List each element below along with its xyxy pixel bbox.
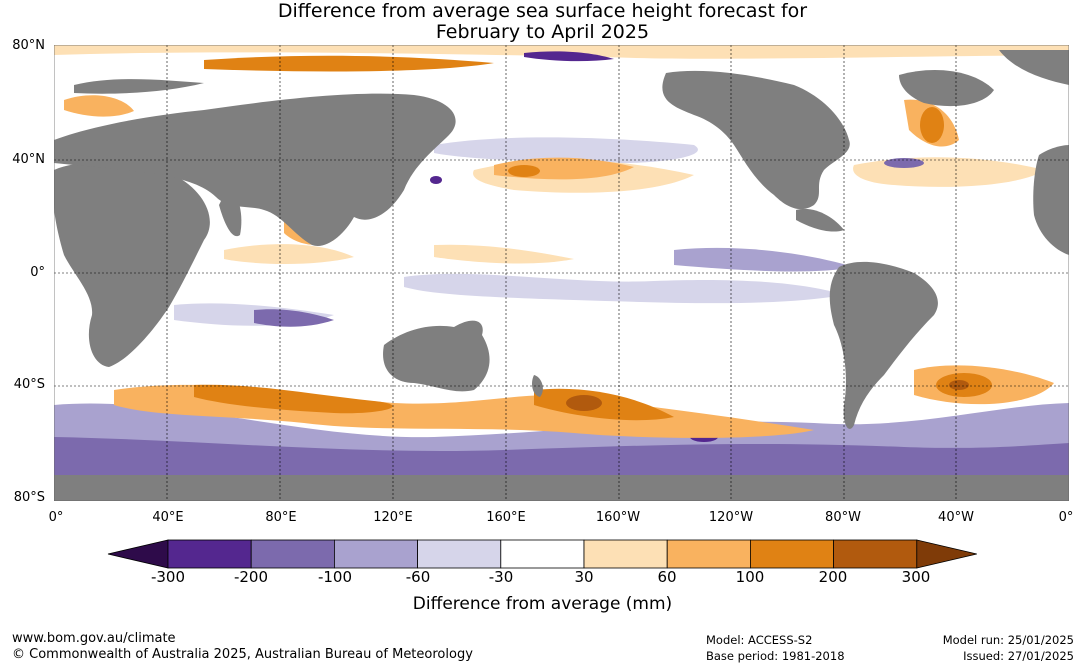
lon-label-40e: 40°E [152, 510, 184, 525]
sea-height-anomaly-map [54, 45, 1069, 501]
lon-label-160w: 160°W [595, 510, 641, 525]
footer-url[interactable]: www.bom.gov.au/climate [12, 631, 176, 646]
lon-label-0-right: 0° [1058, 510, 1074, 525]
map-title-line-2: February to April 2025 [435, 21, 650, 43]
color-scale-bar [107, 539, 977, 569]
footer-model: Model: ACCESS-S2 [706, 633, 813, 647]
land-masses [54, 50, 1069, 501]
lon-label-0-left: 0° [48, 510, 64, 525]
lat-label-80n: 80°N [12, 38, 45, 53]
scale-swatch-9 [833, 539, 918, 569]
scale-label-30: 30 [574, 568, 594, 586]
scale-swatch-3 [333, 539, 418, 569]
footer-model-run: Model run: 25/01/2025 [942, 633, 1074, 647]
lat-label-40n: 40°N [12, 152, 45, 167]
scale-label-minus-300: -300 [150, 568, 186, 586]
lat-label-0: 0° [30, 265, 45, 280]
scale-swatch-5 [500, 539, 585, 569]
lon-label-80w: 80°W [825, 510, 861, 525]
scale-label-200: 200 [818, 568, 848, 586]
footer-base-period: Base period: 1981-2018 [706, 649, 845, 663]
lon-label-120w: 120°W [708, 510, 754, 525]
scale-label-minus-200: -200 [233, 568, 269, 586]
scale-swatch-8 [750, 539, 835, 569]
scale-label-minus-60: -60 [405, 568, 431, 586]
scale-swatch-7 [666, 539, 751, 569]
scale-arrow-high [916, 539, 977, 569]
lon-label-40w: 40°W [938, 510, 974, 525]
scale-label-minus-30: -30 [488, 568, 514, 586]
footer-copyright: © Commonwealth of Australia 2025, Austra… [12, 647, 473, 662]
scale-label-60: 60 [657, 568, 677, 586]
lon-label-80e: 80°E [265, 510, 297, 525]
graticule [54, 45, 1069, 501]
scale-swatch-4 [417, 539, 502, 569]
scale-swatch-2 [250, 539, 335, 569]
scale-label-300: 300 [901, 568, 931, 586]
lon-label-120e: 120°E [373, 510, 413, 525]
lat-label-40s: 40°S [13, 377, 45, 392]
map-title-line-1: Difference from average sea surface heig… [277, 0, 808, 22]
footer-issued: Issued: 27/01/2025 [963, 649, 1074, 663]
anomaly-regions [54, 45, 1069, 475]
lon-label-160e: 160°E [486, 510, 526, 525]
scale-label-minus-100: -100 [317, 568, 353, 586]
scale-units-label: Difference from average (mm) [412, 594, 673, 614]
scale-swatch-1 [167, 539, 252, 569]
lat-label-80s: 80°S [13, 490, 45, 505]
scale-arrow-low [107, 539, 169, 569]
scale-label-100: 100 [735, 568, 765, 586]
scale-swatch-6 [583, 539, 668, 569]
